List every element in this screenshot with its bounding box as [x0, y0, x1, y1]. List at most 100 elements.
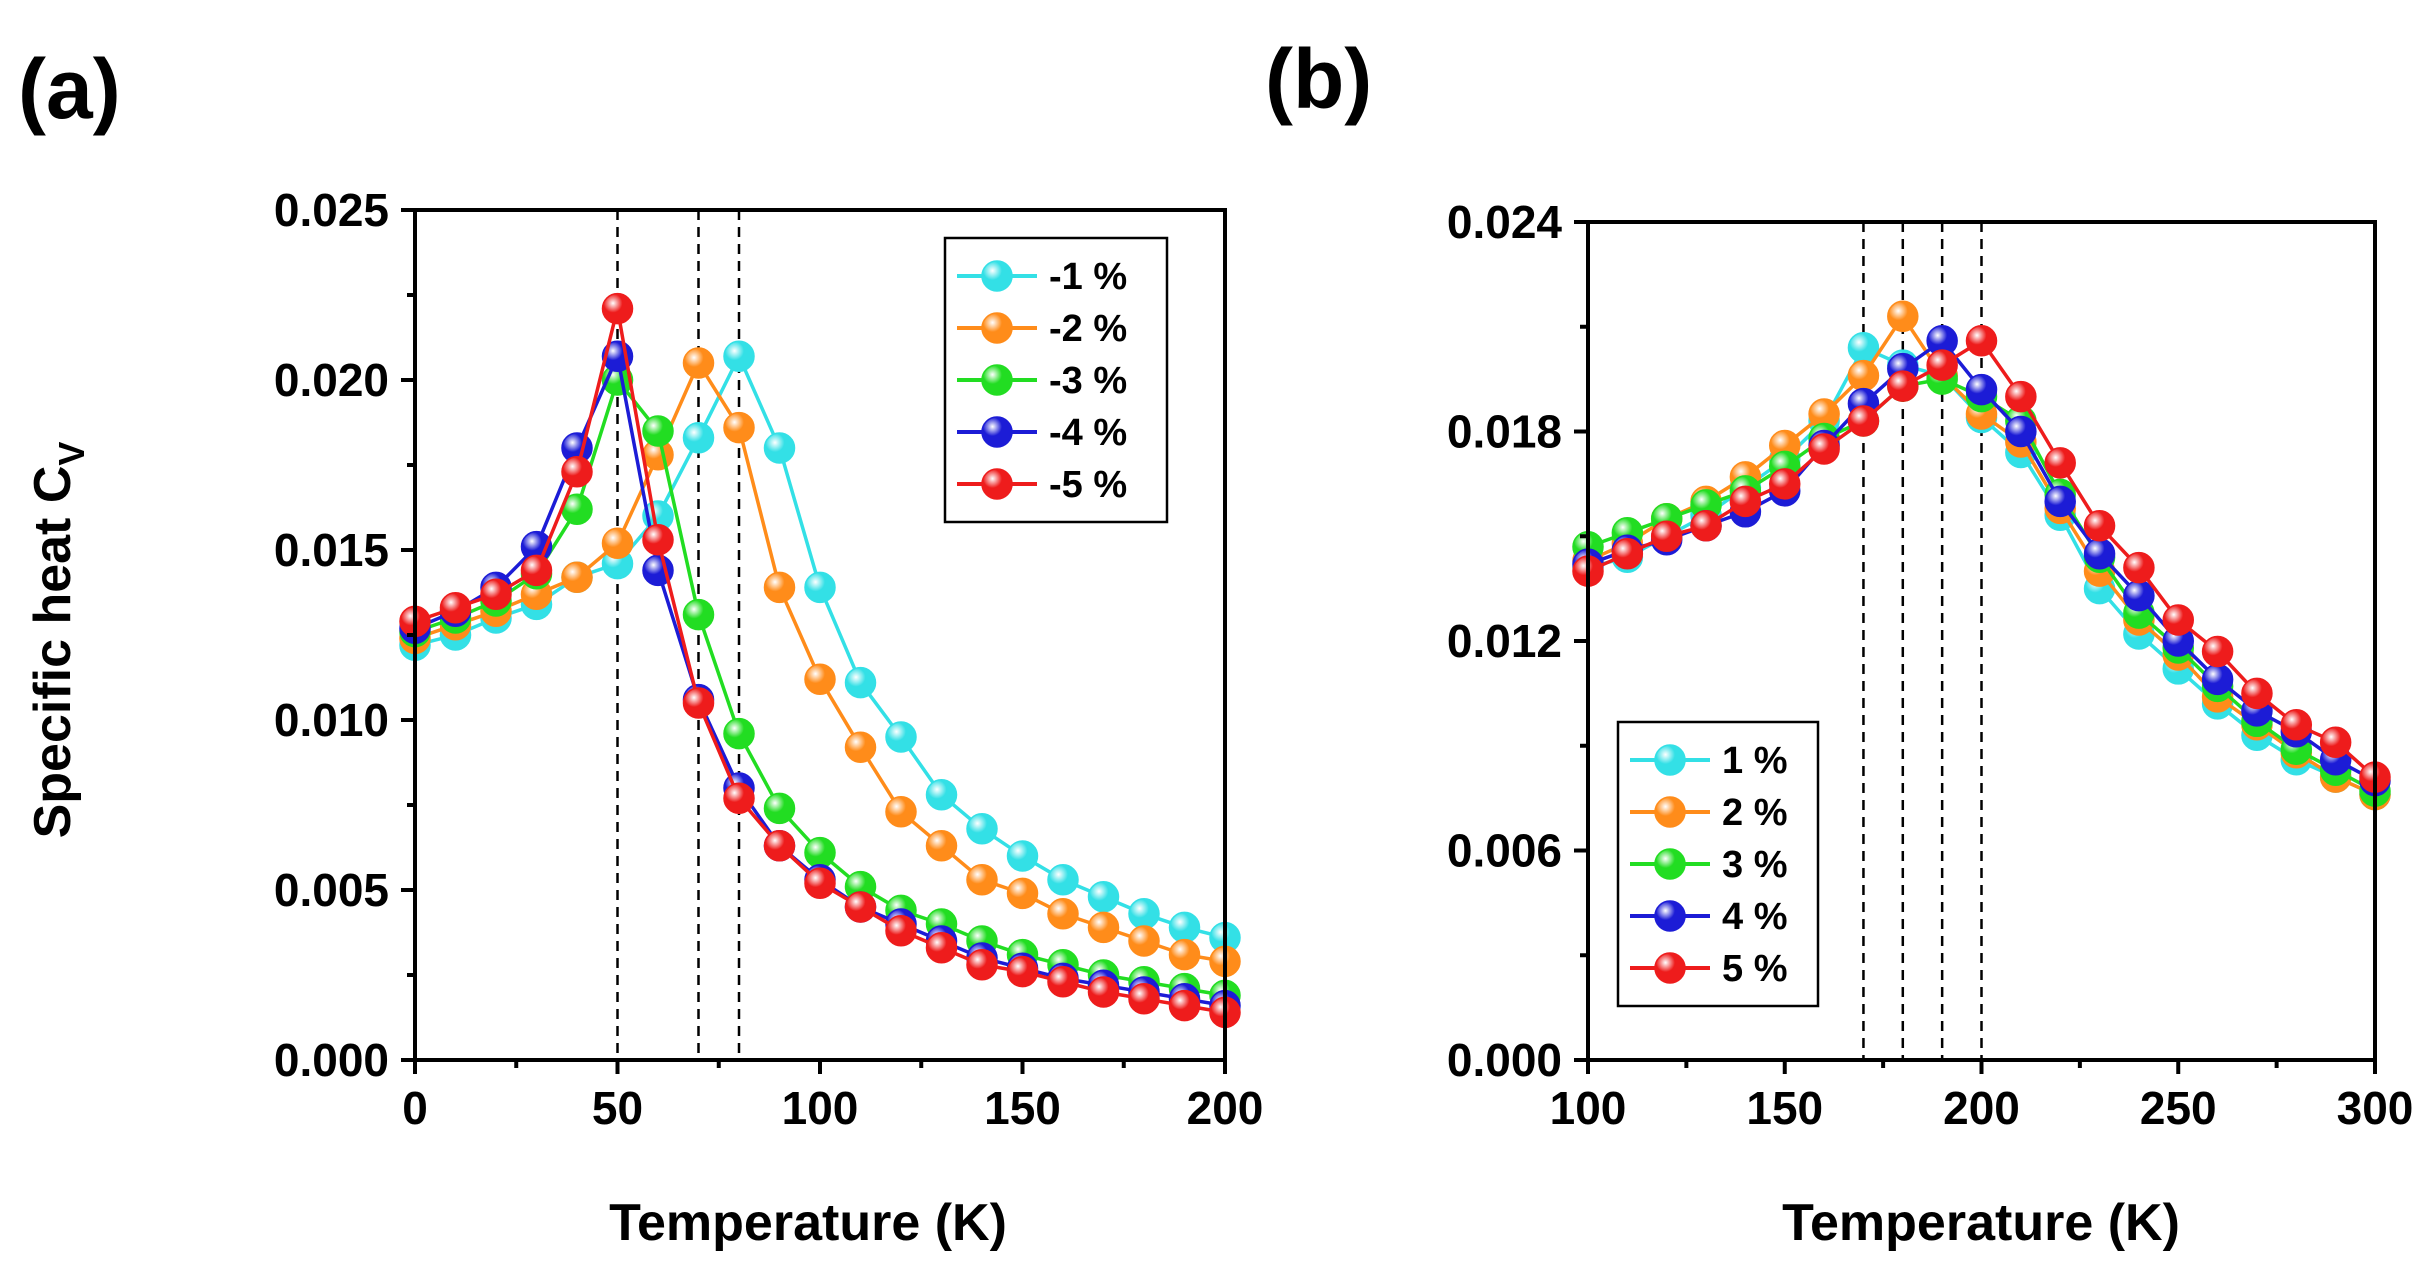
panel-b-y-tick-label: 0.006	[1447, 825, 1562, 877]
panel-a-data-point	[1087, 976, 1120, 1008]
panel-a-data-point	[804, 571, 836, 604]
panel-b-data-point	[2005, 415, 2037, 448]
panel-a-legend-swatch-marker	[981, 416, 1013, 448]
panel-a-data-point	[1087, 911, 1120, 944]
panel-a-x-tick-label: 0	[402, 1082, 428, 1134]
panel-b-y-tick-label: 0.000	[1447, 1034, 1562, 1086]
panel-a-data-point	[1168, 938, 1201, 971]
panel-b-legend-item: 5 %	[1630, 948, 1787, 990]
panel-a-data-point	[844, 731, 877, 763]
panel-a-data-point	[682, 347, 715, 379]
panel-b-data-point	[1965, 373, 1998, 406]
panel-b-legend: 1 % 2 % 3 % 4 % 5 %	[1616, 720, 1820, 1008]
panel-a: (a) Specific heat CV Temperature (K) 0 50…	[18, 42, 1263, 1252]
panel-b-data-point	[2083, 510, 2116, 542]
panel-b-data-point	[1847, 405, 1880, 437]
panel-a-x-tick-label: 200	[1187, 1082, 1264, 1134]
panel-b-x-tick-label: 200	[1943, 1082, 2020, 1134]
panel-a-plot-area: 0 50 100 150 200 0.000 0.005 0.010 0.015 0.020 0.0…	[274, 184, 1264, 1134]
panel-a-data-point	[1128, 925, 1160, 957]
panel-b-data-point	[2044, 447, 2076, 479]
panel-b-data-point	[2083, 537, 2116, 570]
panel-a-data-point	[966, 813, 998, 845]
panel-a-legend-item: -4 %	[957, 412, 1127, 454]
panel-a-legend-item: -5 %	[957, 464, 1127, 506]
panel-a-legend-item: -3 %	[957, 360, 1127, 402]
panel-a-data-point	[804, 663, 836, 695]
panel-b-legend-swatch-marker	[1654, 796, 1686, 828]
panel-b-data-point	[2005, 380, 2037, 413]
panel-b-legend-label: 5 %	[1722, 948, 1787, 990]
panel-a-data-point	[925, 779, 958, 811]
panel-a-data-point	[925, 830, 958, 862]
panel-a-data-point	[1128, 898, 1160, 930]
panel-b-data-point	[1965, 324, 1998, 357]
panel-b-data-point	[2044, 485, 2076, 518]
panel-b-legend-label: 1 %	[1722, 740, 1787, 782]
panel-a-data-point	[763, 571, 796, 604]
panel-a-x-axis-title: Temperature (K)	[609, 1194, 1007, 1252]
panel-a-data-point	[1087, 881, 1120, 913]
panel-b-x-axis-title: Temperature (K)	[1782, 1194, 2180, 1252]
panel-a-data-point	[723, 717, 755, 750]
panel-a-legend: -1 % -2 % -3 % -4 % -5 %	[943, 236, 1169, 524]
panel-b-data-point	[1808, 433, 1840, 465]
panel-a-data-point	[763, 830, 796, 862]
panel-a-data-point	[682, 687, 715, 719]
panel-a-data-point	[601, 292, 634, 325]
panel-b-legend-swatch-marker	[1654, 952, 1686, 984]
panel-b: (b) Temperature (K) 100 150 200 250 300 0.000…	[1265, 32, 2413, 1252]
panel-a-data-point	[723, 411, 755, 444]
panel-b-plot-area: 100 150 200 250 300 0.000 0.006 0.012 0.018 0.024…	[1447, 196, 2414, 1134]
panel-a-legend-label: -1 %	[1049, 256, 1127, 298]
panel-a-y-axis-title: Specific heat CV	[24, 442, 92, 839]
panel-b-data-point	[1769, 468, 1801, 500]
panel-a-y-tick-label: 0.000	[274, 1034, 389, 1086]
panel-b-data-point	[2241, 677, 2273, 710]
panel-a-data-point	[844, 891, 877, 923]
panel-a-data-point	[885, 915, 917, 947]
panel-a-data-point	[642, 524, 674, 556]
panel-b-data-point	[2201, 635, 2234, 668]
panel-b-data-point	[1926, 349, 1958, 381]
panel-b-data-point	[2201, 663, 2234, 696]
panel-a-data-point	[682, 422, 715, 454]
panel-a-label: (a)	[18, 42, 121, 136]
panel-a-data-point	[804, 867, 836, 899]
panel-a-data-point	[1047, 966, 1079, 998]
panel-b-data-point	[1887, 370, 1919, 402]
panel-a-data-point	[561, 456, 593, 488]
panel-b-data-point	[2123, 551, 2155, 584]
panel-b-x-tick-label: 250	[2140, 1082, 2217, 1134]
panel-a-data-point	[1006, 955, 1039, 988]
panel-b-data-point	[1690, 510, 1722, 542]
panel-a-data-point	[966, 864, 998, 896]
panel-a-data-point	[723, 782, 755, 814]
panel-a-data-point	[1168, 911, 1201, 944]
panel-a-legend-label: -5 %	[1049, 464, 1127, 506]
panel-b-y-tick-label: 0.012	[1447, 615, 1562, 667]
panel-b-data-point	[2162, 604, 2194, 636]
panel-a-data-point	[885, 721, 917, 753]
panel-a-data-point	[723, 340, 755, 372]
panel-a-data-point	[480, 578, 512, 610]
panel-a-data-point	[1047, 898, 1079, 930]
panel-a-data-point	[520, 554, 553, 587]
panel-a-data-point	[763, 432, 796, 464]
panel-a-data-point	[844, 666, 877, 699]
panel-a-x-tick-label: 150	[984, 1082, 1061, 1134]
panel-a-data-point	[1168, 989, 1201, 1022]
panel-b-legend-item: 3 %	[1630, 844, 1787, 886]
panel-a-data-point	[1006, 877, 1039, 910]
panel-b-data-point	[2123, 579, 2155, 612]
panel-b-legend-swatch-marker	[1654, 848, 1686, 880]
panel-a-legend-swatch-marker	[981, 468, 1013, 500]
panel-b-legend-swatch-marker	[1654, 744, 1686, 776]
panel-b-data-point	[2280, 709, 2313, 741]
panel-a-data-point	[763, 792, 796, 825]
panel-a-x-tick-label: 50	[592, 1082, 643, 1134]
panel-a-legend-swatch-marker	[981, 364, 1013, 396]
panel-a-legend-swatch-marker	[981, 312, 1013, 344]
panel-b-x-tick-label: 150	[1746, 1082, 1823, 1134]
panel-a-data-point	[925, 932, 958, 964]
